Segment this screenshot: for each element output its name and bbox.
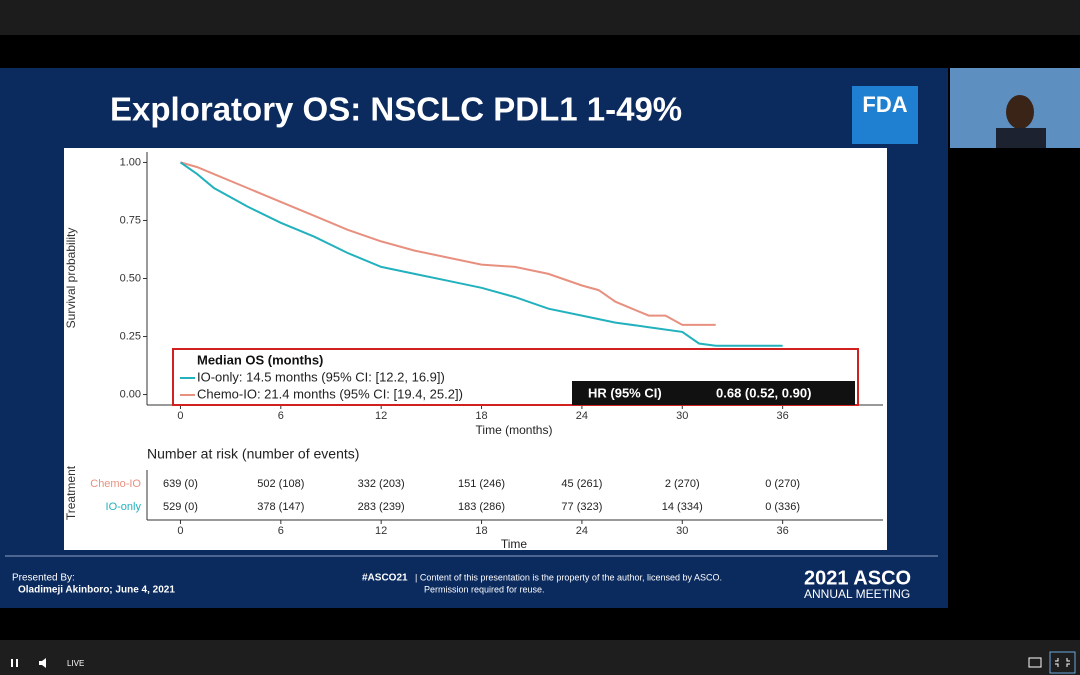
hr-label: HR (95% CI) xyxy=(588,385,662,400)
brand-sub: ANNUAL MEETING xyxy=(804,587,910,601)
x-tick-label: 0 xyxy=(177,410,183,422)
pip-button[interactable] xyxy=(1028,657,1042,668)
x-tick-label: 36 xyxy=(777,410,789,422)
risk-x-tick-label: 6 xyxy=(278,525,284,537)
logo: FDA xyxy=(862,92,907,117)
presented-by: Presented By: xyxy=(12,573,75,584)
risk-x-tick-label: 0 xyxy=(177,525,183,537)
webcam-suit xyxy=(996,128,1046,148)
volume-button[interactable] xyxy=(39,658,46,668)
risk-cell: 183 (286) xyxy=(458,501,505,513)
logo-box xyxy=(852,86,918,144)
x-tick-label: 12 xyxy=(375,410,387,422)
risk-cell: 45 (261) xyxy=(561,478,602,490)
pause-button[interactable] xyxy=(11,659,13,667)
risk-x-tick-label: 12 xyxy=(375,525,387,537)
x-tick-label: 30 xyxy=(676,410,688,422)
pause-button[interactable] xyxy=(16,659,18,667)
chart: 0.00 0.25 0.50 0.75 1.00 0 6 12 18 24 30 36 Time (mo… xyxy=(64,152,883,551)
webcam-person xyxy=(1006,95,1034,129)
y-tick-label: 1.00 xyxy=(120,156,141,168)
x-tick-label: 24 xyxy=(576,410,588,422)
risk-x-tick-label: 24 xyxy=(576,525,588,537)
live-label: LIVE xyxy=(67,659,84,668)
notice-line: Permission required for reuse. xyxy=(424,584,545,594)
player-bar xyxy=(0,640,1080,675)
risk-cell: 283 (239) xyxy=(358,501,405,513)
brand: 2021 ASCO xyxy=(804,567,911,589)
x-tick-label: 6 xyxy=(278,410,284,422)
risk-cell: 502 (108) xyxy=(257,478,304,490)
risk-row-label: IO-only xyxy=(106,501,142,513)
legend-entry: Chemo-IO: 21.4 months (95% CI: [19.4, 25… xyxy=(197,386,463,401)
y-axis-label: Survival probability xyxy=(64,228,78,329)
risk-row-label: Chemo-IO xyxy=(90,478,141,490)
y-tick-label: 0.75 xyxy=(120,214,141,226)
fullscreen-button[interactable] xyxy=(1049,651,1076,674)
y-tick-label: 0.25 xyxy=(120,330,141,342)
top-bar xyxy=(0,0,1080,35)
legend-title: Median OS (months) xyxy=(197,352,323,367)
risk-table-title: Number at risk (number of events) xyxy=(147,446,359,462)
risk-x-tick-label: 30 xyxy=(676,525,688,537)
risk-cell: 0 (336) xyxy=(765,501,800,513)
risk-cell: 2 (270) xyxy=(665,478,700,490)
y-tick-label: 0.00 xyxy=(120,388,141,400)
slide-title: Exploratory OS: NSCLC PDL1 1-49% xyxy=(110,91,682,128)
hr-box xyxy=(572,381,855,405)
survival-curve xyxy=(180,161,716,326)
notice-line: | Content of this presentation is the pr… xyxy=(415,572,722,582)
presenter: Oladimeji Akinboro; June 4, 2021 xyxy=(18,585,175,596)
x-tick-label: 18 xyxy=(475,410,487,422)
legend-entry: IO-only: 14.5 months (95% CI: [12.2, 16.… xyxy=(197,369,445,384)
fullscreen-icon xyxy=(1055,658,1070,667)
risk-cell: 151 (246) xyxy=(458,478,505,490)
hashtag: #ASCO21 xyxy=(362,573,408,584)
risk-cell: 639 (0) xyxy=(163,478,198,490)
x-axis-label: Time (months) xyxy=(476,423,553,437)
risk-table-ylabel: Treatment xyxy=(64,465,78,520)
risk-x-label: Time xyxy=(501,537,528,551)
risk-cell: 14 (334) xyxy=(662,501,703,513)
survival-curve xyxy=(179,161,783,347)
risk-cell: 77 (323) xyxy=(561,501,602,513)
risk-x-tick-label: 36 xyxy=(777,525,789,537)
risk-cell: 0 (270) xyxy=(765,478,800,490)
hr-value: 0.68 (0.52, 0.90) xyxy=(716,385,811,400)
y-tick-label: 0.50 xyxy=(120,272,141,284)
risk-cell: 529 (0) xyxy=(163,501,198,513)
risk-cell: 332 (203) xyxy=(358,478,405,490)
risk-x-tick-label: 18 xyxy=(475,525,487,537)
risk-cell: 378 (147) xyxy=(257,501,304,513)
